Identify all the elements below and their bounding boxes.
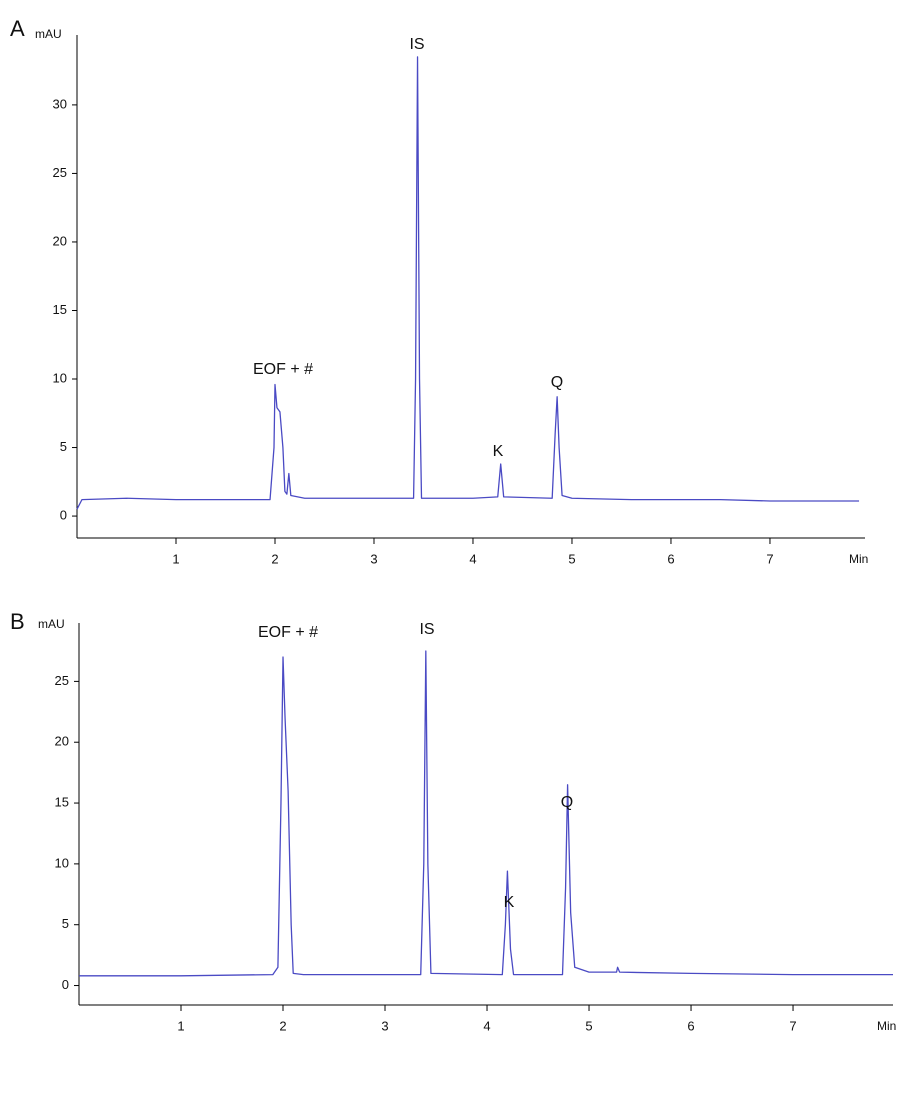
y-axis-label: mAU: [35, 27, 62, 41]
x-tick-label: 3: [370, 551, 377, 566]
x-tick-label: 1: [177, 1018, 184, 1033]
y-tick-label: 15: [53, 302, 67, 317]
y-tick-label: 20: [53, 233, 67, 248]
x-tick-label: 6: [667, 551, 674, 566]
x-tick-label: 5: [568, 551, 575, 566]
y-axis-label: mAU: [38, 617, 65, 631]
x-tick-label: 4: [483, 1018, 490, 1033]
y-tick-label: 0: [60, 508, 67, 523]
x-axis-label: Min: [849, 552, 868, 566]
peak-label: IS: [419, 621, 434, 638]
y-tick-label: 30: [53, 96, 67, 111]
peak-label: K: [504, 894, 515, 911]
peak-label: EOF + #: [253, 361, 313, 378]
peak-label: K: [493, 443, 504, 460]
y-tick-label: 20: [55, 734, 69, 749]
peak-label: Q: [551, 374, 563, 391]
peak-label: Q: [561, 794, 573, 811]
y-tick-label: 15: [55, 794, 69, 809]
y-tick-label: 0: [62, 977, 69, 992]
peak-label: IS: [409, 36, 424, 53]
x-tick-label: 2: [279, 1018, 286, 1033]
x-tick-label: 7: [789, 1018, 796, 1033]
y-tick-label: 5: [62, 916, 69, 931]
peak-label: EOF + #: [258, 624, 318, 641]
x-tick-label: 5: [585, 1018, 592, 1033]
y-tick-label: 10: [55, 855, 69, 870]
panel-label: A: [10, 16, 25, 41]
x-tick-label: 1: [172, 551, 179, 566]
y-tick-label: 25: [53, 165, 67, 180]
x-tick-label: 4: [469, 551, 476, 566]
y-tick-label: 25: [55, 673, 69, 688]
y-tick-label: 10: [53, 370, 67, 385]
y-tick-label: 5: [60, 439, 67, 454]
panel-label: B: [10, 609, 25, 634]
x-tick-label: 2: [271, 551, 278, 566]
x-tick-label: 7: [766, 551, 773, 566]
x-tick-label: 3: [381, 1018, 388, 1033]
x-tick-label: 6: [687, 1018, 694, 1033]
trace: [79, 650, 893, 977]
trace: [76, 56, 860, 510]
x-axis-label: Min: [877, 1019, 896, 1033]
